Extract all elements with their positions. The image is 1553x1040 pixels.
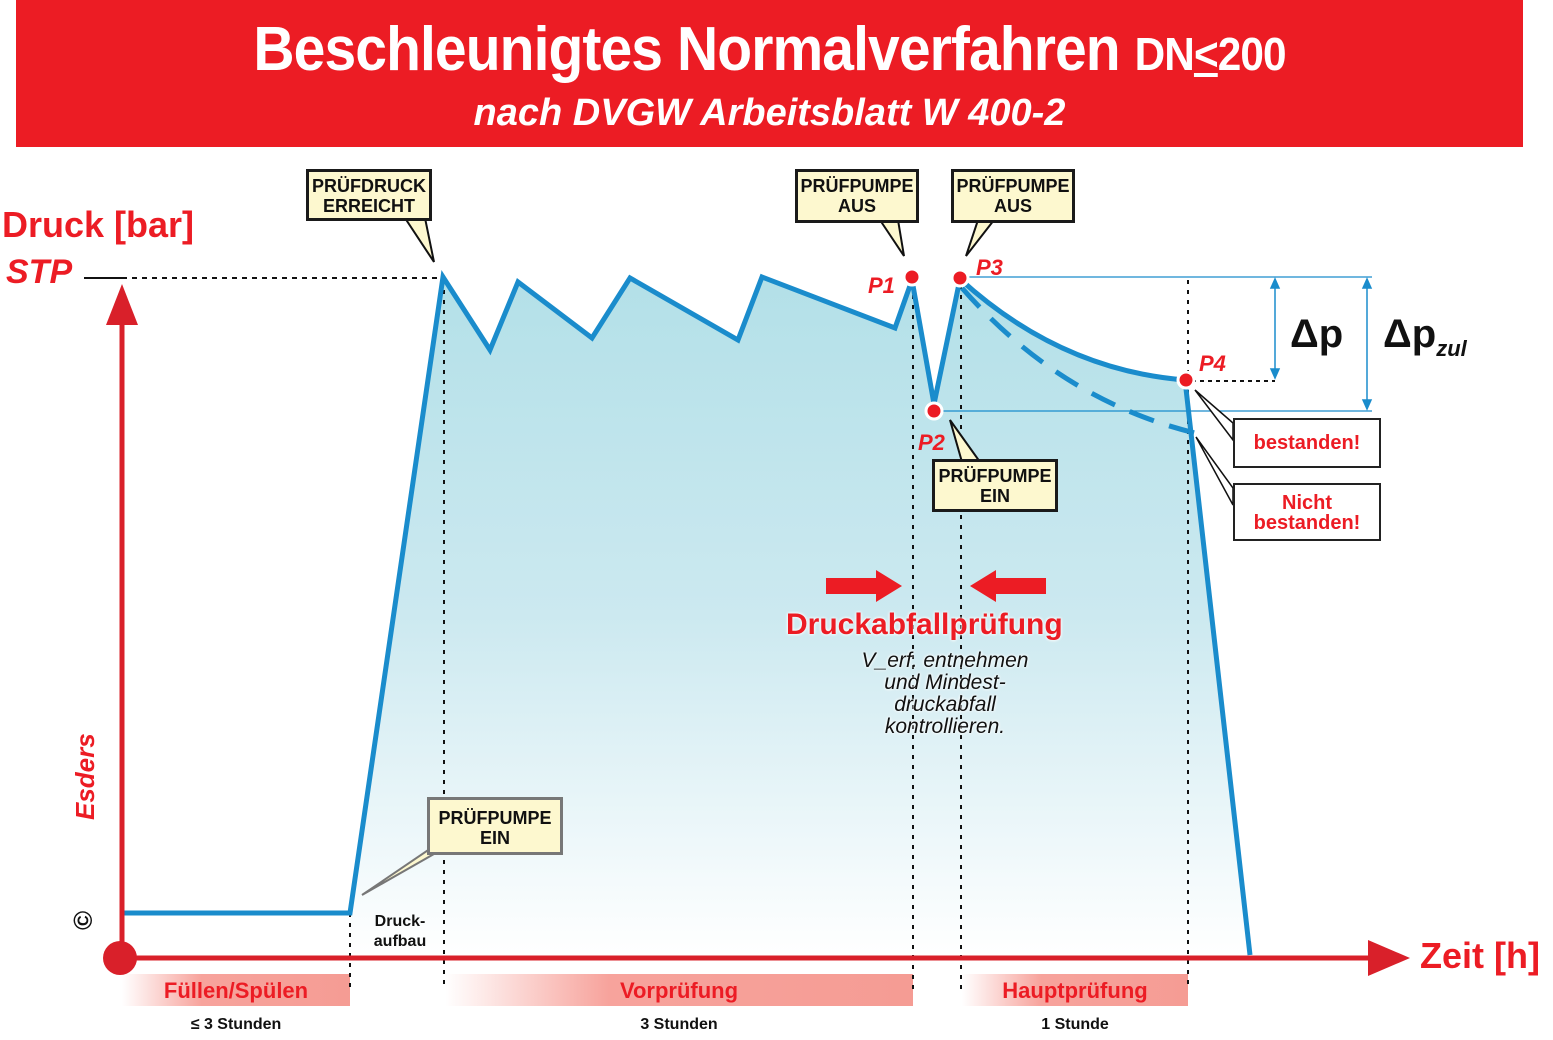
label-p4: P4	[1199, 351, 1226, 376]
callout-line: PRÜFDRUCK	[312, 176, 426, 196]
page-subtitle: nach DVGW Arbeitsblatt W 400-2	[473, 92, 1066, 134]
copyright-symbol: ©	[68, 910, 98, 930]
druckabfall-description: V_erf. entnehmen und Mindest- druckabfal…	[820, 650, 1070, 738]
title-banner: Beschleunigtes Normalverfahren DN<200 na…	[16, 0, 1523, 147]
druckaufbau-line: aufbau	[373, 933, 427, 950]
y-axis-label: Druck [bar]	[2, 204, 195, 245]
title-dn: DN<200	[1134, 28, 1287, 80]
point-p2	[924, 401, 944, 421]
page-title: Beschleunigtes Normalverfahren DN<200	[76, 14, 1462, 85]
result-failed-line: bestanden!	[1253, 512, 1361, 534]
callout-line: EIN	[479, 828, 510, 848]
duration-hauptpruefung: 1 Stunde	[1041, 1016, 1109, 1033]
x-axis-label: Zeit [h]	[1420, 935, 1540, 976]
result-pointers	[1194, 389, 1234, 506]
title-dn-text: DN	[1134, 28, 1195, 80]
callout-line: PRÜFPUMPE	[938, 466, 1052, 486]
duration-fuellen: ≤ 3 Stunden	[190, 1016, 282, 1033]
result-failed: Nicht bestanden!	[1233, 483, 1381, 541]
desc-line: und Mindest-	[884, 671, 1006, 694]
origin-dot	[103, 941, 137, 975]
desc-line: druckabfall	[894, 693, 996, 716]
callout-pruefdruck-erreicht: PRÜFDRUCK ERREICHT	[306, 169, 432, 221]
delta-p-label: Δp	[1290, 312, 1343, 357]
phase-guides	[349, 280, 1189, 990]
title-le-symbol: <	[1193, 28, 1219, 80]
delta-arrows	[1269, 277, 1373, 411]
pressure-area-fill	[350, 277, 1250, 955]
delta-p-zul-label: Δpzul	[1383, 312, 1467, 362]
druckabfall-arrows	[826, 570, 1046, 602]
callout-line: PRÜFPUMPE	[438, 808, 552, 828]
x-axis-arrow	[1368, 940, 1410, 976]
callout-pruefpumpe-aus-p3: PRÜFPUMPE AUS	[951, 169, 1075, 223]
phase-label-vorpruefung: Vorprüfung	[619, 978, 739, 1003]
callout-line: PRÜFPUMPE	[800, 176, 914, 196]
phase-label-hauptpruefung: Hauptprüfung	[1002, 978, 1148, 1003]
callout-pruefpumpe-ein-p2: PRÜFPUMPE EIN	[932, 459, 1058, 512]
point-p3	[950, 268, 970, 288]
phase-label-fuellen: Füllen/Spülen	[163, 978, 309, 1003]
callout-pruefpumpe-aus-p1: PRÜFPUMPE AUS	[795, 169, 919, 223]
callout-line: AUS	[993, 196, 1032, 216]
delta-p-text: Δp	[1290, 312, 1344, 356]
point-p4	[1176, 370, 1196, 390]
title-dn-value: 200	[1217, 28, 1287, 80]
druckaufbau-label: Druck- aufbau	[368, 912, 432, 952]
desc-line: V_erf. entnehmen	[861, 649, 1029, 672]
delta-p-zul-subscript: zul	[1436, 336, 1467, 361]
callout-pruefpumpe-ein-start: PRÜFPUMPE EIN	[427, 797, 563, 855]
title-text: Beschleunigtes Normalverfahren	[253, 15, 1120, 84]
point-p1	[902, 267, 922, 287]
phase-band-fuellen	[122, 974, 350, 1006]
desc-line: kontrollieren.	[884, 715, 1006, 738]
delta-p-zul-text: Δp	[1383, 312, 1437, 356]
druckaufbau-line: Druck-	[374, 913, 426, 930]
duration-vorpruefung: 3 Stunden	[640, 1016, 718, 1033]
label-p1: P1	[868, 273, 895, 298]
stp-label: STP	[6, 253, 73, 291]
phase-band-hauptpruefung	[962, 974, 1188, 1006]
brand-logo: Esders	[70, 733, 100, 820]
callout-line: AUS	[837, 196, 876, 216]
label-p2: P2	[918, 430, 945, 455]
result-failed-line: Nicht	[1282, 492, 1332, 514]
druckabfall-title: Druckabfallprüfung	[786, 608, 1063, 641]
callout-line: PRÜFPUMPE	[956, 176, 1070, 196]
callout-line: EIN	[979, 486, 1010, 506]
pressure-curve-pass	[958, 277, 1253, 956]
callout-line: ERREICHT	[322, 196, 415, 216]
result-passed: bestanden!	[1233, 418, 1381, 468]
phase-band-vorpruefung	[445, 974, 913, 1006]
pressure-curve-fail	[960, 286, 1196, 436]
y-axis-arrow	[106, 284, 138, 325]
measurement-points	[902, 267, 1196, 421]
label-p3: P3	[976, 255, 1003, 280]
delta-guides	[940, 276, 1372, 412]
